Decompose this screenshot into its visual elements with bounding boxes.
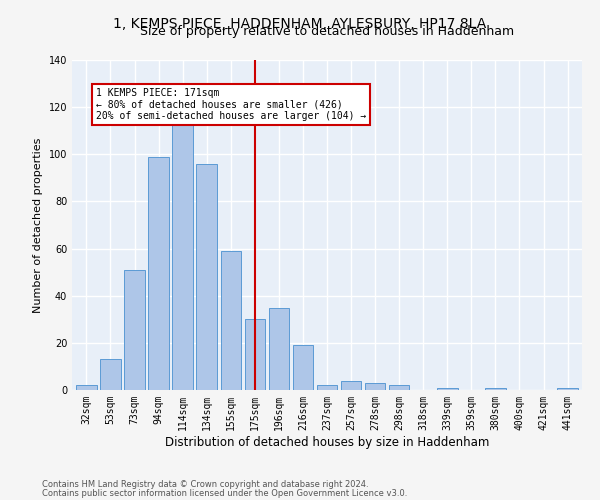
Text: Contains HM Land Registry data © Crown copyright and database right 2024.: Contains HM Land Registry data © Crown c… — [42, 480, 368, 489]
Bar — [76, 386, 97, 390]
Bar — [148, 156, 169, 390]
Text: Contains public sector information licensed under the Open Government Licence v3: Contains public sector information licen… — [42, 489, 407, 498]
Bar — [389, 386, 409, 390]
Bar — [245, 320, 265, 390]
X-axis label: Distribution of detached houses by size in Haddenham: Distribution of detached houses by size … — [165, 436, 489, 448]
Bar — [172, 116, 193, 390]
Text: 1 KEMPS PIECE: 171sqm
← 80% of detached houses are smaller (426)
20% of semi-det: 1 KEMPS PIECE: 171sqm ← 80% of detached … — [96, 88, 367, 122]
Bar — [317, 386, 337, 390]
Title: Size of property relative to detached houses in Haddenham: Size of property relative to detached ho… — [140, 25, 514, 38]
Bar — [557, 388, 578, 390]
Bar — [221, 251, 241, 390]
Bar — [269, 308, 289, 390]
Bar — [196, 164, 217, 390]
Bar — [341, 380, 361, 390]
Text: 1, KEMPS PIECE, HADDENHAM, AYLESBURY, HP17 8LA: 1, KEMPS PIECE, HADDENHAM, AYLESBURY, HP… — [113, 18, 487, 32]
Bar — [485, 388, 506, 390]
Bar — [100, 360, 121, 390]
Y-axis label: Number of detached properties: Number of detached properties — [33, 138, 43, 312]
Bar — [293, 345, 313, 390]
Bar — [437, 388, 458, 390]
Bar — [365, 383, 385, 390]
Bar — [124, 270, 145, 390]
